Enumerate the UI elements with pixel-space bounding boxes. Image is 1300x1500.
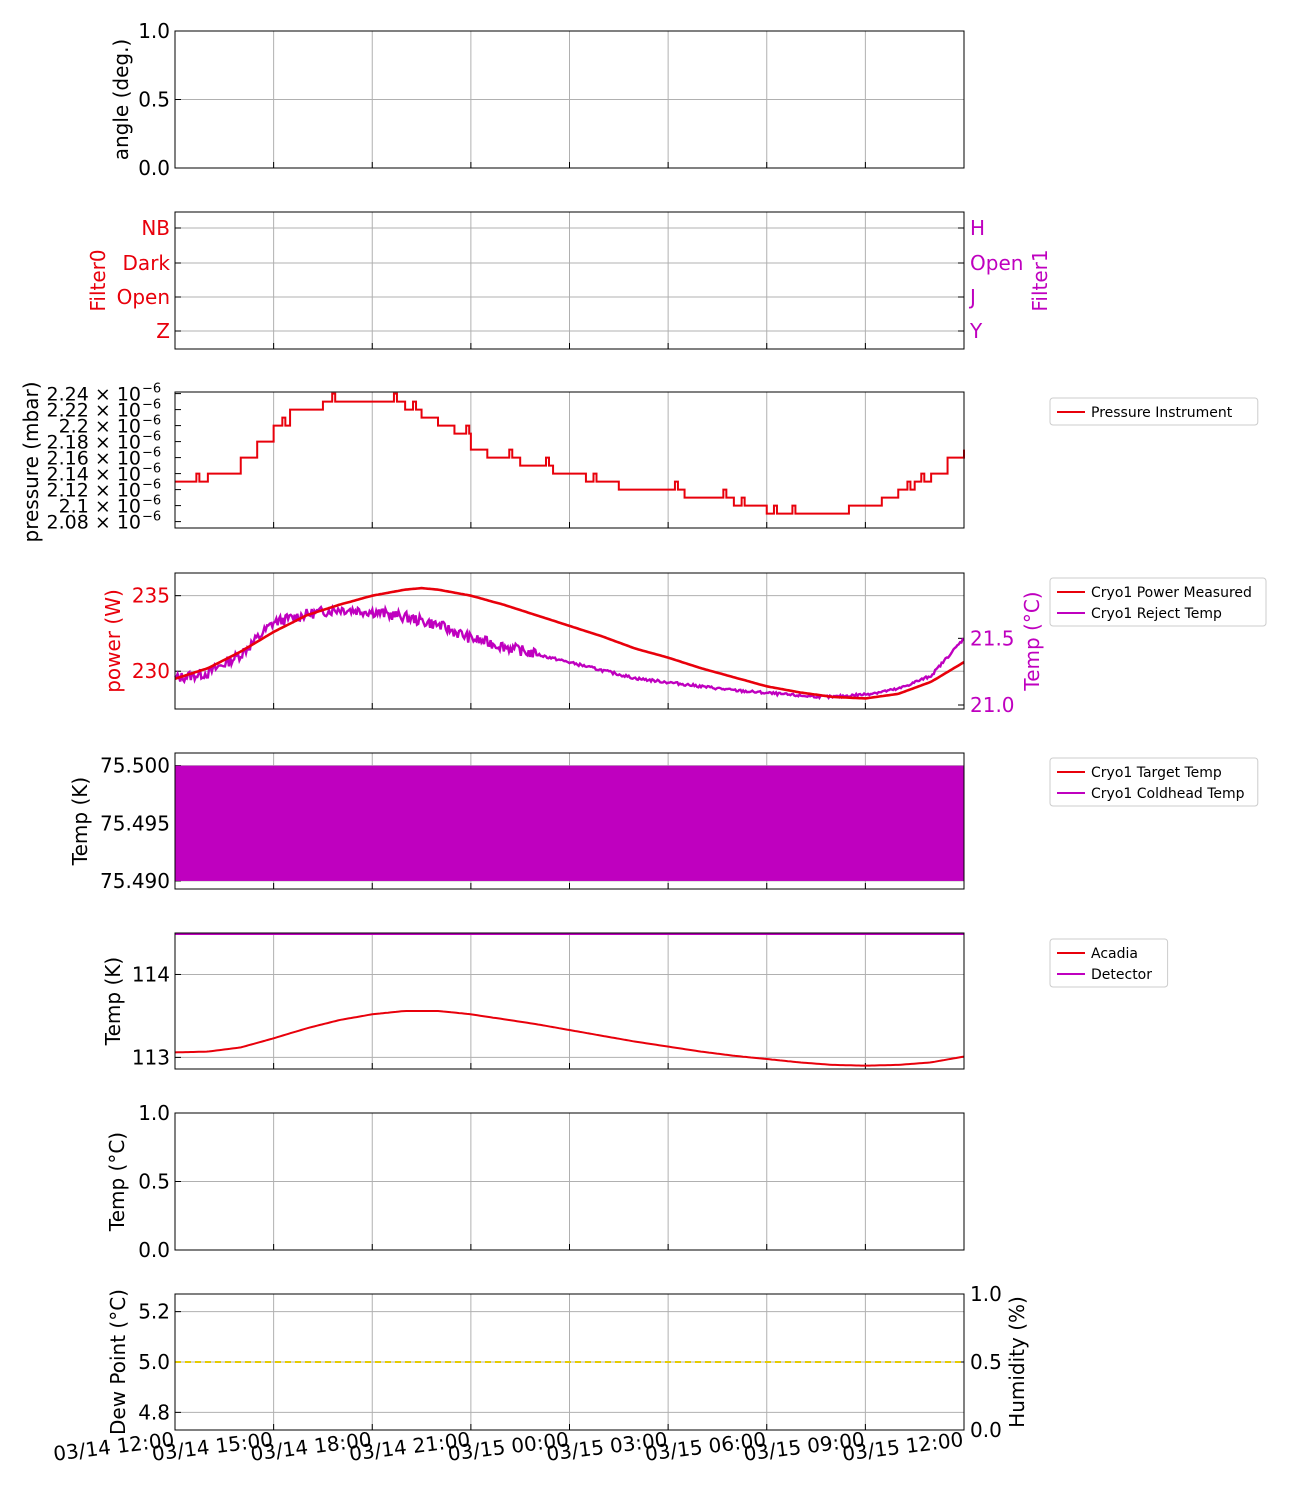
y-tick-label: 2.24 × 10 bbox=[47, 384, 141, 406]
y-tick-label: NB bbox=[141, 216, 170, 240]
y-tick-label: 2.18 × 10 bbox=[47, 432, 141, 454]
y-axis-label: Temp (K) bbox=[101, 957, 125, 1046]
legend-label: Cryo1 Coldhead Temp bbox=[1091, 786, 1245, 802]
y-tick-label: 5.2 bbox=[138, 1300, 170, 1324]
y-tick-label-right: J bbox=[968, 285, 976, 309]
legend-label: Acadia bbox=[1091, 946, 1138, 962]
pressure-instrument-line bbox=[175, 392, 965, 515]
y-tick-exponent: −6 bbox=[142, 430, 161, 445]
legend-box bbox=[1049, 577, 1267, 627]
legend-box bbox=[1049, 397, 1259, 426]
axes-frame bbox=[174, 752, 965, 890]
legend: Cryo1 Target Temp Cryo1 Coldhead Temp bbox=[1049, 757, 1259, 807]
y-tick-label-right: Open bbox=[970, 251, 1023, 275]
y-tick-label-right: 21.5 bbox=[970, 626, 1015, 650]
legend-label: Cryo1 Power Measured bbox=[1091, 585, 1252, 601]
cryo1-coldhead-temp-band bbox=[175, 765, 964, 881]
y-tick-label: 4.8 bbox=[138, 1400, 170, 1424]
y-tick-label: Z bbox=[156, 319, 170, 343]
y-tick-label-right: Y bbox=[969, 319, 983, 343]
y-tick-exponent: −6 bbox=[142, 382, 161, 397]
legend: Cryo1 Power Measured Cryo1 Reject Temp bbox=[1049, 577, 1267, 627]
humidity-axis-label: Humidity (%) bbox=[1005, 1296, 1029, 1428]
y-tick-label: 75.495 bbox=[100, 811, 170, 835]
y-tick-label: 2.08 × 10 bbox=[47, 512, 141, 534]
y-tick-label: 2.12 × 10 bbox=[47, 480, 141, 502]
y-tick-label: 75.500 bbox=[100, 754, 170, 778]
axes-frame bbox=[174, 391, 965, 529]
axes-frame bbox=[174, 932, 965, 1070]
y-tick-exponent: −6 bbox=[142, 398, 161, 413]
y-tick-exponent: −6 bbox=[142, 414, 161, 429]
y-tick-label: 1.0 bbox=[138, 1101, 170, 1125]
y-axis-label: angle (deg.) bbox=[109, 39, 133, 161]
axes-frame bbox=[174, 1112, 965, 1251]
y-axis-label: pressure (mbar) bbox=[19, 381, 43, 542]
y-tick-label: Open bbox=[117, 285, 170, 309]
axes-frame bbox=[174, 211, 965, 350]
y-tick-label: 113 bbox=[132, 1045, 170, 1069]
y-tick-exponent: −6 bbox=[142, 494, 161, 509]
y-axis-label: Temp (K) bbox=[68, 777, 92, 866]
y-tick-label-right: 0.0 bbox=[970, 1418, 1002, 1442]
y-tick-label: 114 bbox=[132, 962, 170, 986]
y-tick-label-right: 1.0 bbox=[970, 1282, 1002, 1306]
y-tick-exponent: −6 bbox=[142, 478, 161, 493]
legend-label: Detector bbox=[1091, 967, 1152, 983]
y-tick-label: Dark bbox=[123, 251, 171, 275]
y-tick-label: 1.0 bbox=[138, 19, 170, 43]
y-tick-label-right: H bbox=[970, 216, 985, 240]
legend-label: Pressure Instrument bbox=[1091, 405, 1233, 421]
y-tick-label: 0.0 bbox=[138, 156, 170, 180]
y-tick-label: 2.14 × 10 bbox=[47, 464, 141, 486]
axes-frame bbox=[174, 30, 965, 169]
legend-label: Cryo1 Target Temp bbox=[1091, 765, 1222, 781]
power-axis-label: power (W) bbox=[101, 589, 125, 693]
y-tick-label: 2.2 × 10 bbox=[59, 416, 141, 438]
y-tick-label: 5.0 bbox=[138, 1350, 170, 1374]
y-tick-exponent: −6 bbox=[142, 462, 161, 477]
y-tick-label-right: 0.5 bbox=[970, 1350, 1002, 1374]
axes-frame bbox=[174, 572, 965, 710]
y-tick-exponent: −6 bbox=[142, 510, 161, 525]
y-tick-exponent: −6 bbox=[142, 446, 161, 461]
y-axis-label: Dew Point (°C) bbox=[106, 1289, 130, 1435]
filter0-axis-label: Filter0 bbox=[86, 249, 110, 311]
y-tick-label: 2.22 × 10 bbox=[47, 400, 141, 422]
y-tick-label: 2.1 × 10 bbox=[59, 496, 141, 518]
y-tick-label: 75.490 bbox=[100, 869, 170, 893]
y-axis-label: Temp (°C) bbox=[105, 1132, 129, 1232]
y-tick-label: 0.5 bbox=[138, 88, 170, 112]
legend-label: Cryo1 Reject Temp bbox=[1091, 606, 1222, 622]
legend: Acadia Detector bbox=[1049, 938, 1169, 988]
y-tick-label: 230 bbox=[132, 659, 170, 683]
filter1-axis-label: Filter1 bbox=[1028, 249, 1052, 311]
legend: Pressure Instrument bbox=[1049, 397, 1259, 426]
cryo1-power-measured-line bbox=[174, 586, 965, 700]
y-tick-label: 0.5 bbox=[138, 1170, 170, 1194]
y-tick-label: 0.0 bbox=[138, 1238, 170, 1262]
acadia-line bbox=[174, 1010, 965, 1067]
reject-temp-axis-label: Temp (°C) bbox=[1020, 591, 1044, 691]
axes-frame bbox=[174, 1293, 965, 1431]
y-tick-label-right: 21.0 bbox=[970, 693, 1015, 717]
y-tick-label: 2.16 × 10 bbox=[47, 448, 141, 470]
legend-box bbox=[1049, 757, 1259, 807]
y-tick-label: 235 bbox=[132, 584, 170, 608]
